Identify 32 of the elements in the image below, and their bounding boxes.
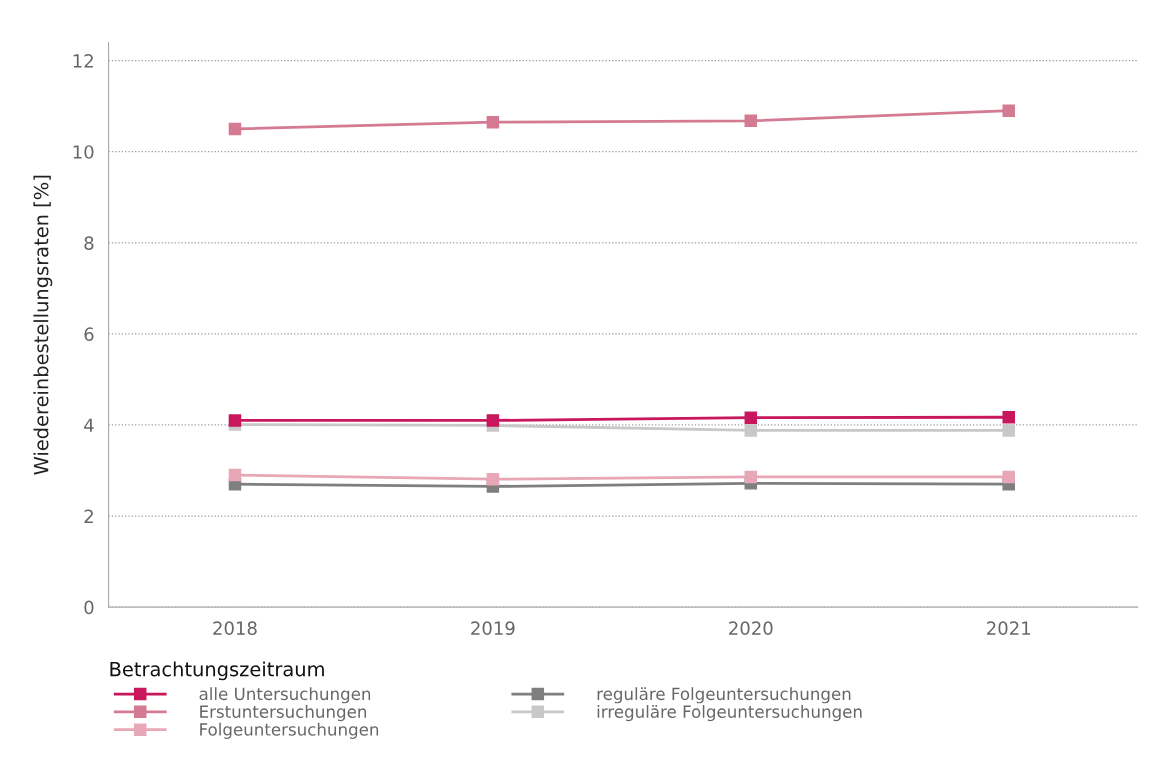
legend-label: reguläre Folgeuntersuchungen — [597, 687, 851, 704]
x-tick-label: 2019 — [471, 621, 515, 636]
y-tick-label: 6 — [84, 327, 94, 342]
point — [228, 414, 242, 427]
point — [744, 424, 758, 437]
y-tick-label: 8 — [84, 236, 94, 250]
point — [228, 468, 242, 482]
legend-label: alle Untersuchungen — [199, 687, 371, 704]
legend-label: irreguläre Folgeuntersuchungen — [597, 705, 862, 722]
point — [486, 414, 500, 427]
x-axis-title: Betrachtungszeitraum — [110, 661, 324, 681]
y-axis-title: Wiedereinbestellungsraten [%] — [33, 175, 53, 475]
y-tick-label: 12 — [73, 54, 93, 68]
y-tick-label: 0 — [84, 600, 94, 615]
x-tick-label: 2021 — [987, 621, 1031, 636]
point — [1002, 411, 1015, 424]
point — [486, 115, 500, 129]
point — [1002, 470, 1015, 484]
point — [228, 122, 242, 136]
y-tick-label: 4 — [84, 418, 94, 432]
point — [744, 470, 758, 484]
point — [744, 114, 758, 128]
point — [486, 472, 500, 486]
point — [1002, 104, 1015, 118]
legend-label: Erstuntersuchungen — [200, 705, 367, 722]
x-tick-label: 2018 — [213, 621, 257, 636]
point — [744, 411, 758, 424]
legend-label: Folgeuntersuchungen — [200, 722, 379, 739]
y-tick-label: 2 — [84, 509, 93, 523]
point — [1002, 424, 1015, 437]
y-tick-label: 10 — [73, 145, 94, 159]
x-tick-label: 2020 — [729, 621, 773, 636]
